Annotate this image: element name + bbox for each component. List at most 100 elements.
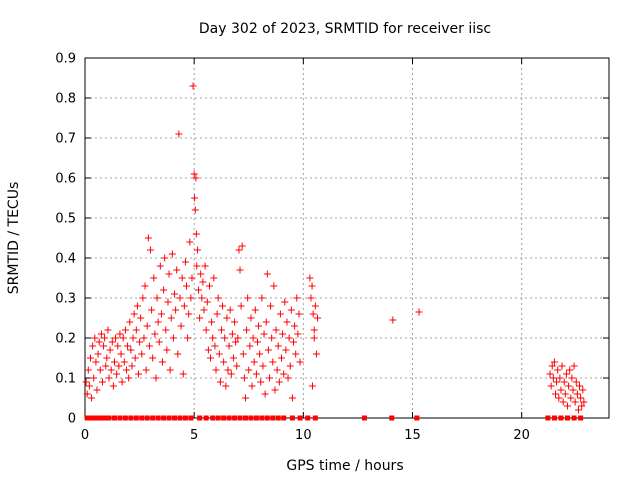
data-point (157, 310, 165, 318)
zero-value-point (177, 415, 183, 421)
data-point (116, 330, 124, 338)
data-point (248, 382, 256, 390)
zero-value-point (166, 415, 172, 421)
data-point (548, 362, 556, 370)
data-point (578, 402, 586, 410)
data-point (122, 366, 130, 374)
data-point (282, 346, 290, 354)
data-point (558, 362, 566, 370)
data-point (252, 370, 260, 378)
zero-value-point (578, 415, 584, 421)
data-point (154, 318, 162, 326)
data-point (108, 338, 116, 346)
zero-value-point (203, 415, 209, 421)
data-point (192, 174, 200, 182)
data-point (144, 234, 152, 242)
data-point (561, 390, 569, 398)
data-point (176, 294, 184, 302)
data-point (130, 310, 138, 318)
y-tick-label: 0.7 (55, 132, 76, 147)
data-point (145, 342, 153, 350)
data-point (220, 358, 228, 366)
x-tick-label: 5 (190, 428, 198, 443)
data-point (185, 310, 193, 318)
data-point (105, 374, 113, 382)
data-point (556, 374, 564, 382)
data-point (228, 330, 236, 338)
data-point (151, 330, 159, 338)
data-point (290, 338, 298, 346)
data-point (118, 378, 126, 386)
data-point (177, 322, 185, 330)
data-point (547, 382, 555, 390)
data-point (572, 378, 580, 386)
data-point (101, 334, 109, 342)
data-point (389, 316, 397, 324)
data-point (217, 326, 225, 334)
data-point (148, 306, 156, 314)
data-point (285, 334, 293, 342)
data-point (567, 394, 575, 402)
data-point (133, 302, 141, 310)
data-point (579, 386, 587, 394)
data-point (576, 382, 584, 390)
zero-value-point (84, 415, 90, 421)
data-point (200, 306, 208, 314)
data-point (196, 314, 204, 322)
data-point (179, 370, 187, 378)
data-point (580, 398, 588, 406)
data-point (180, 302, 188, 310)
data-point (550, 358, 558, 366)
data-point (574, 406, 582, 414)
data-point (129, 334, 137, 342)
zero-value-point (389, 415, 395, 421)
data-point (137, 314, 145, 322)
data-point (310, 334, 318, 342)
data-point (102, 362, 110, 370)
data-point (267, 302, 275, 310)
zero-value-point (93, 415, 99, 421)
zero-value-point (182, 415, 188, 421)
data-point (110, 358, 118, 366)
data-point (112, 334, 120, 342)
data-point (97, 330, 105, 338)
data-point (283, 318, 291, 326)
data-point (259, 362, 267, 370)
y-tick-label: 0.1 (55, 372, 76, 387)
y-tick-label: 0.6 (55, 172, 76, 187)
data-point (250, 358, 258, 366)
data-point (90, 374, 98, 382)
data-point (255, 322, 263, 330)
data-point (565, 382, 573, 390)
data-point (124, 342, 132, 350)
data-point (114, 342, 122, 350)
y-tick-label: 0.3 (55, 292, 76, 307)
x-tick-label: 0 (81, 428, 89, 443)
data-point (119, 334, 127, 342)
data-point (172, 306, 180, 314)
data-point (104, 326, 112, 334)
data-point (139, 294, 147, 302)
tick-labels: 0 0.1 0.2 0.3 0.4 0.5 0.6 0.7 0.8 0.9 0 5 10 15 20 (55, 52, 530, 444)
data-point (272, 326, 280, 334)
zero-value-point (289, 415, 295, 421)
data-point (186, 238, 194, 246)
data-point (173, 266, 181, 274)
data-point (193, 262, 201, 270)
data-point (88, 394, 96, 402)
data-point (296, 358, 304, 366)
data-point (293, 294, 301, 302)
data-point (271, 386, 279, 394)
data-point (232, 338, 240, 346)
data-point (253, 338, 261, 346)
data-point (202, 326, 210, 334)
data-point (287, 306, 295, 314)
data-point (269, 358, 277, 366)
data-point (246, 342, 254, 350)
data-point (261, 390, 269, 398)
data-point (113, 370, 121, 378)
data-point (233, 362, 241, 370)
data-point (291, 322, 299, 330)
data-point (159, 358, 167, 366)
data-point (262, 318, 270, 326)
